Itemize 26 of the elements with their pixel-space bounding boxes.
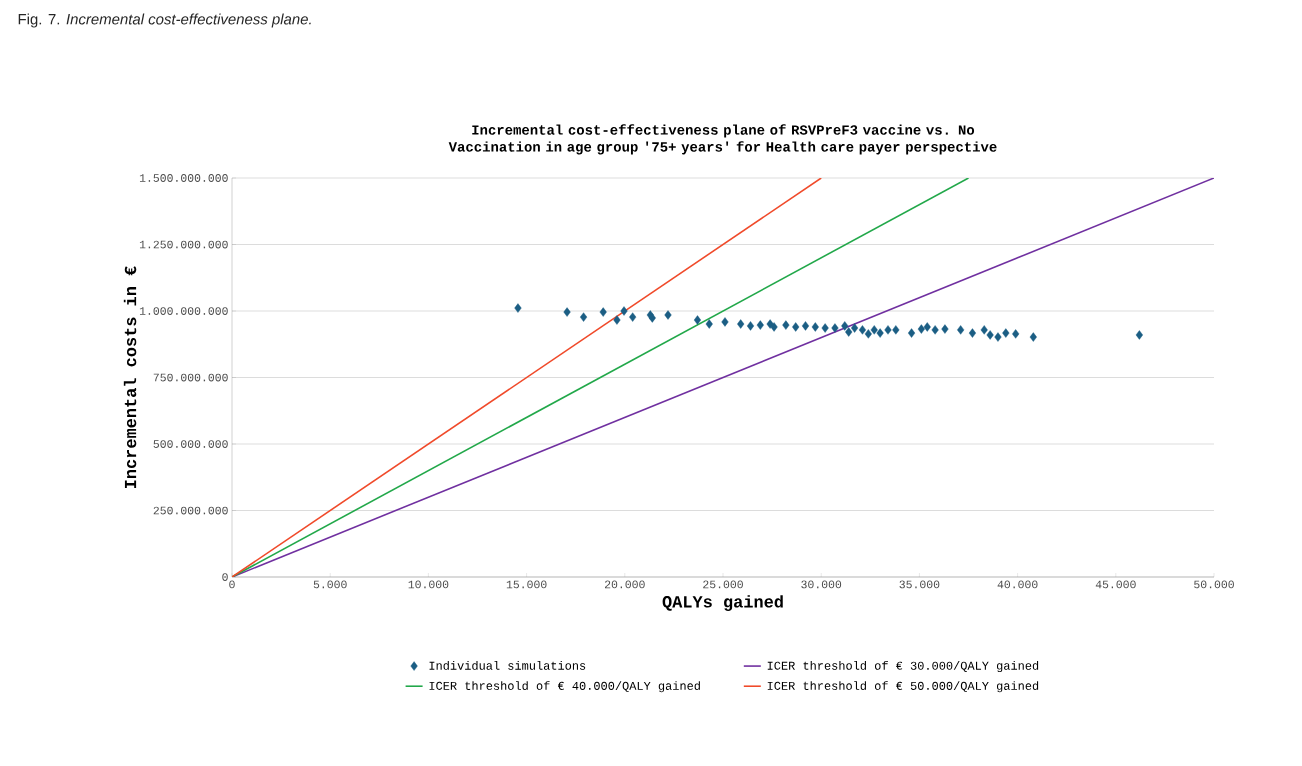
caption: Fig. 7. Incremental cost-effectiveness plane. <box>18 13 311 28</box>
y-tick-label: 500.000.000 <box>153 440 228 448</box>
y-axis-title: Incremental costs in € <box>123 266 137 489</box>
x-tick-label: 0 <box>229 580 235 589</box>
legend-label: ICER threshold of € 50.000/QALY gained <box>767 681 1039 693</box>
x-tick-label: 25.000 <box>703 580 743 589</box>
chart-title: Incremental cost-effectiveness plane of RSVPreF3 vaccine vs. No Vaccination in age group '75+ years' for Health care payer perspective <box>448 124 997 155</box>
y-tick-label: 1.500.000.000 <box>139 174 228 182</box>
legend-label: ICER threshold of € 40.000/QALY gained <box>429 681 700 693</box>
x-tick-label: 30.000 <box>801 580 842 589</box>
y-tick-label: 1.250.000.000 <box>139 240 228 249</box>
x-axis-title: QALYs gained <box>662 595 783 612</box>
y-tick-label: 0 <box>222 573 228 581</box>
y-tick-label: 250.000.000 <box>153 506 228 515</box>
x-tick-label: 40.000 <box>997 580 1038 589</box>
legend-label: ICER threshold of € 30.000/QALY gained <box>767 661 1039 673</box>
x-tick-label: 10.000 <box>408 580 449 589</box>
legend-label: Individual simulations <box>429 661 586 670</box>
y-tick-label: 1.000.000.000 <box>139 307 228 315</box>
x-tick-label: 35.000 <box>899 580 940 589</box>
x-tick-label: 50.000 <box>1194 580 1234 589</box>
y-tick-label: 750.000.000 <box>153 373 228 382</box>
x-tick-label: 5.000 <box>313 580 347 589</box>
x-tick-label: 15.000 <box>506 580 547 589</box>
x-tick-label: 45.000 <box>1095 580 1136 589</box>
x-tick-label: 20.000 <box>604 580 645 589</box>
